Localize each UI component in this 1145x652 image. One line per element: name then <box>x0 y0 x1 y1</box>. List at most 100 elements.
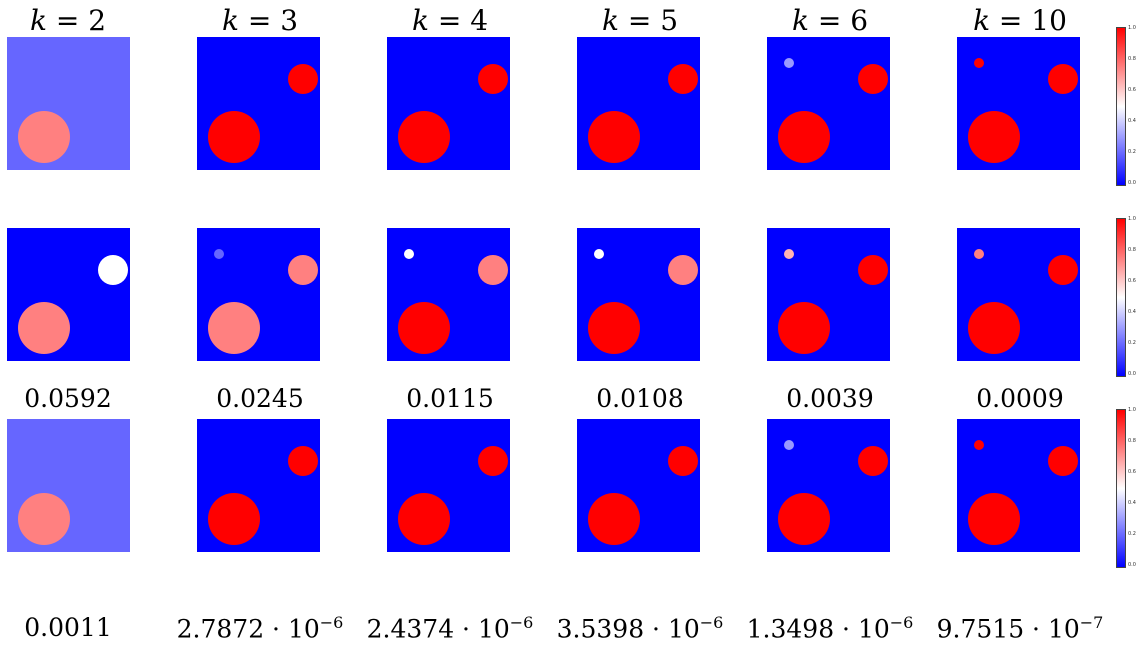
column-header: k = 5 <box>560 4 720 37</box>
error-caption: 0.0011 <box>0 613 163 642</box>
panel-image <box>387 37 510 170</box>
segmentation-panel <box>767 37 890 170</box>
medium-circle <box>288 446 318 476</box>
colorbar-tick-label: 0.2 <box>1128 149 1136 155</box>
large-circle <box>398 302 450 354</box>
large-circle <box>18 302 70 354</box>
panel-image <box>7 419 130 552</box>
medium-circle <box>478 255 508 285</box>
colorbar-tick-label: 0.6 <box>1128 278 1136 284</box>
error-caption: 0.0108 <box>596 384 684 413</box>
caption-exponent: −6 <box>509 613 534 632</box>
colorbar-tick-label: 0.4 <box>1128 500 1136 506</box>
k-value: = 6 <box>808 4 869 37</box>
error-caption: 0.0009 <box>976 384 1064 413</box>
medium-circle <box>478 64 508 94</box>
caption-mantissa: 1.3498 · 10 <box>746 614 890 644</box>
segmentation-panel <box>387 228 510 361</box>
colorbar-tick-label: 0.0 <box>1128 562 1136 568</box>
segmentation-panel <box>7 228 130 361</box>
panel-image <box>7 228 130 361</box>
large-circle <box>208 111 260 163</box>
colorbar-tick-label: 0.6 <box>1128 469 1136 475</box>
k-symbol: k <box>791 4 809 37</box>
small-circle <box>784 440 794 450</box>
k-symbol: k <box>973 4 991 37</box>
column-header: k = 4 <box>370 4 530 37</box>
panel-image <box>767 419 890 552</box>
large-circle <box>18 111 70 163</box>
medium-circle <box>668 255 698 285</box>
k-value: = 2 <box>46 4 107 37</box>
panel-image <box>577 37 700 170</box>
k-symbol: k <box>29 4 47 37</box>
segmentation-panel <box>577 37 700 170</box>
panel-image <box>957 228 1080 361</box>
colorbar-tick-label: 0.2 <box>1128 531 1136 537</box>
large-circle <box>208 493 260 545</box>
segmentation-panel <box>957 419 1080 552</box>
medium-circle <box>288 255 318 285</box>
panel-image <box>197 228 320 361</box>
panel-image <box>197 37 320 170</box>
k-value: = 10 <box>990 4 1067 37</box>
small-circle <box>974 440 984 450</box>
segmentation-panel <box>957 228 1080 361</box>
colorbar-tick-label: 0.0 <box>1128 180 1136 186</box>
colorbar-tick-label: 0.2 <box>1128 340 1136 346</box>
colorbar-tick-label: 0.6 <box>1128 87 1136 93</box>
colorbar <box>1116 409 1126 568</box>
column-header: k = 2 <box>0 4 148 37</box>
large-circle <box>398 111 450 163</box>
error-caption: 2.4374 · 10−6 <box>355 613 545 643</box>
large-circle <box>588 111 640 163</box>
segmentation-panel <box>767 228 890 361</box>
panel-image <box>957 419 1080 552</box>
segmentation-panel <box>7 37 130 170</box>
error-caption: 0.0115 <box>406 384 494 413</box>
large-circle <box>968 493 1020 545</box>
colorbar-tick-label: 1.0 <box>1128 25 1136 31</box>
medium-circle <box>1048 446 1078 476</box>
error-caption: 2.7872 · 10−6 <box>165 613 355 643</box>
colorbar-tick-label: 0.8 <box>1128 247 1136 253</box>
k-value: = 5 <box>618 4 679 37</box>
small-circle <box>784 249 794 259</box>
colorbar-tick-label: 1.0 <box>1128 216 1136 222</box>
segmentation-panel <box>767 419 890 552</box>
large-circle <box>18 493 70 545</box>
medium-circle <box>858 255 888 285</box>
error-caption: 0.0592 <box>24 384 112 413</box>
caption-mantissa: 2.7872 · 10 <box>176 614 320 644</box>
colorbar <box>1116 27 1126 186</box>
colorbar-tick-label: 0.4 <box>1128 309 1136 315</box>
caption-mantissa: 3.5398 · 10 <box>556 614 700 644</box>
panel-image <box>577 419 700 552</box>
caption-exponent: −6 <box>319 613 344 632</box>
error-caption: 0.0039 <box>786 384 874 413</box>
colorbar-tick-label: 0.8 <box>1128 438 1136 444</box>
small-circle <box>784 58 794 68</box>
large-circle <box>208 302 260 354</box>
colorbar-tick-label: 0.8 <box>1128 56 1136 62</box>
caption-exponent: −6 <box>889 613 914 632</box>
medium-circle <box>1048 64 1078 94</box>
panel-image <box>7 37 130 170</box>
small-circle <box>594 249 604 259</box>
caption-exponent: −6 <box>699 613 724 632</box>
large-circle <box>398 493 450 545</box>
panel-image <box>767 228 890 361</box>
small-circle <box>214 249 224 259</box>
medium-circle <box>668 64 698 94</box>
medium-circle <box>858 446 888 476</box>
error-caption: 1.3498 · 10−6 <box>735 613 925 643</box>
medium-circle <box>858 64 888 94</box>
error-caption: 3.5398 · 10−6 <box>545 613 735 643</box>
segmentation-panel <box>7 419 130 552</box>
small-circle <box>974 249 984 259</box>
panel-image <box>387 419 510 552</box>
medium-circle <box>668 446 698 476</box>
segmentation-panel <box>387 419 510 552</box>
large-circle <box>778 111 830 163</box>
medium-circle <box>98 255 128 285</box>
